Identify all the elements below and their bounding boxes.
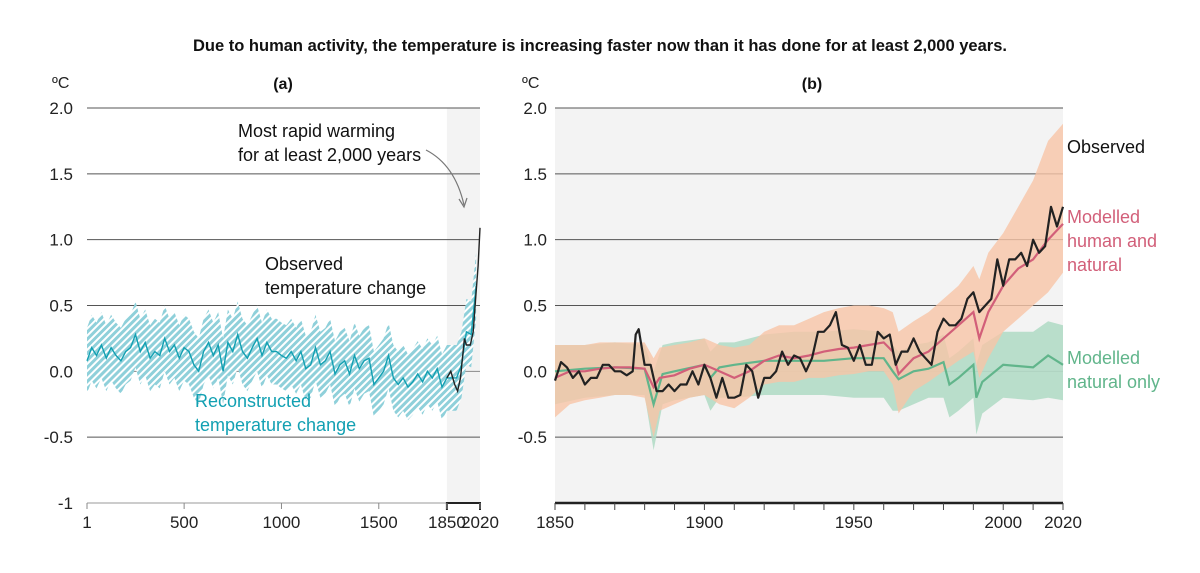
y-tick-label: 1.0 (523, 231, 547, 250)
x-tick-label: 500 (170, 513, 198, 532)
panel-b: 2.0 1.5 1.0 0.5 0.0 -0.5 ºC (b) 1850 1900 1950 2000… (518, 75, 1160, 532)
annotation-observed-line2: temperature change (265, 278, 426, 298)
y-tick-label: -0.5 (44, 428, 73, 447)
human-natural-band (555, 123, 1063, 438)
x-tick-label: 1850 (428, 513, 466, 532)
y-axis-unit: ºC (522, 75, 539, 92)
observed-line (446, 227, 481, 394)
label-natural-only: Modelled (1067, 348, 1140, 368)
y-tick-label: 0.5 (49, 297, 73, 316)
reconstructed-line (86, 285, 477, 390)
x-tick-label: 1 (82, 513, 91, 532)
label-human-natural: human and (1067, 231, 1157, 251)
label-human-natural: natural (1067, 255, 1122, 275)
y-tick-label: 0.0 (49, 362, 73, 381)
annotation-rapid-line2: for at least 2,000 years (238, 145, 421, 165)
y-tick-label: 2.0 (523, 99, 547, 118)
x-tick-label: 2020 (461, 513, 499, 532)
label-human-natural: Modelled (1067, 207, 1140, 227)
y-tick-label: -1 (58, 494, 73, 513)
panel-label: (b) (802, 76, 822, 93)
human-natural-line (554, 223, 1064, 390)
panel-label: (a) (273, 76, 293, 93)
y-tick-label: 2.0 (49, 99, 73, 118)
panel-a: 2.01.51.00.50.0-0.5-11 500 1000 1500 1850202… (44, 75, 499, 532)
natural-only-line (554, 354, 1064, 409)
y-tick-label: 1.0 (49, 231, 73, 250)
figure-title: Due to human activity, the temperature i… (193, 37, 1007, 55)
annotation-observed-line1: Observed (265, 254, 343, 274)
x-tick-label: 1500 (360, 513, 398, 532)
annotation-reconstructed-line1: Reconstructed (195, 391, 311, 411)
arrow-head-icon (458, 197, 468, 209)
x-tick-label: 1850 (536, 513, 574, 532)
y-tick-label: -0.5 (518, 428, 547, 447)
annotation-rapid-line1: Most rapid warming (238, 121, 395, 141)
y-tick-label: 1.5 (523, 165, 547, 184)
y-tick-label: 1.5 (49, 165, 73, 184)
period-bracket (445, 502, 481, 510)
observed-line (553, 205, 1065, 399)
label-natural-only: natural only (1067, 372, 1160, 392)
annotation-reconstructed-line2: temperature change (195, 415, 356, 435)
x-tick-label: 1900 (685, 513, 723, 532)
y-tick-label: 0.5 (523, 297, 547, 316)
x-tick-label: 1950 (835, 513, 873, 532)
y-tick-label: 0.0 (523, 362, 547, 381)
x-tick-label: 1000 (263, 513, 301, 532)
annotation-arrow (425, 149, 465, 206)
label-observed: Observed (1067, 137, 1145, 157)
x-tick-label: 2020 (1044, 513, 1082, 532)
y-axis-unit: ºC (52, 75, 69, 92)
x-tick-label: 2000 (984, 513, 1022, 532)
